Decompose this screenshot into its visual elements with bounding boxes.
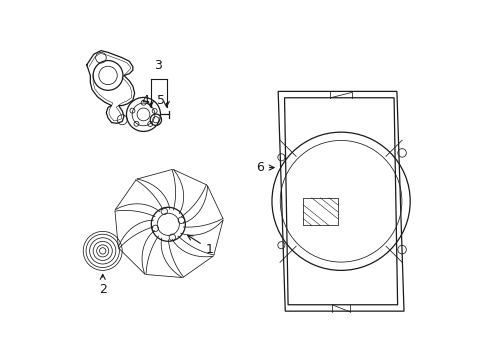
Text: 2: 2 [99, 274, 106, 296]
Text: 4: 4 [141, 94, 149, 107]
Text: 5: 5 [157, 94, 165, 107]
Text: 6: 6 [256, 161, 274, 174]
Text: 3: 3 [153, 59, 161, 72]
Text: 1: 1 [187, 235, 213, 256]
